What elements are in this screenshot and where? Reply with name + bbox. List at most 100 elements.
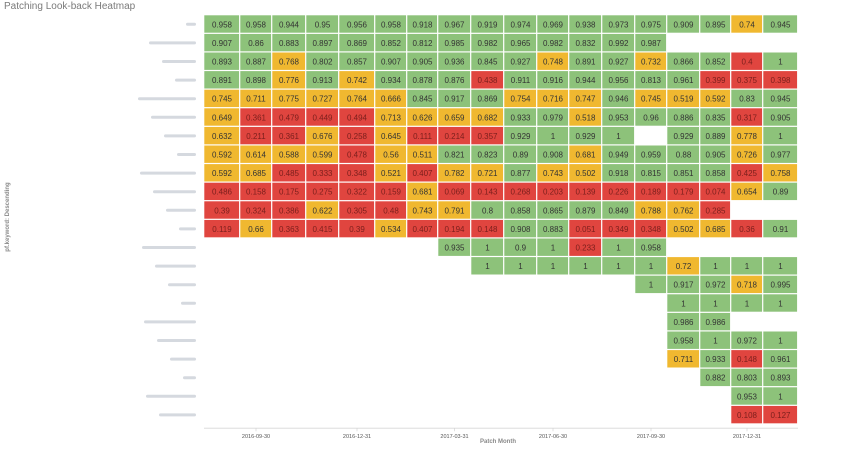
heatmap-cell[interactable] (470, 182, 504, 201)
heatmap-cell[interactable] (536, 33, 569, 52)
heatmap-cell[interactable] (634, 33, 667, 52)
heatmap-cell[interactable] (374, 51, 407, 71)
heatmap-cell[interactable] (271, 70, 306, 90)
heatmap-cell[interactable] (503, 200, 537, 220)
heatmap-cell[interactable] (634, 275, 667, 294)
heatmap-cell[interactable] (730, 219, 763, 238)
heatmap-cell[interactable] (503, 256, 537, 276)
heatmap-cell[interactable] (762, 275, 798, 294)
heatmap-cell[interactable] (536, 14, 569, 34)
heatmap-cell[interactable] (338, 89, 375, 108)
heatmap-cell[interactable] (239, 70, 272, 90)
heatmap-cell[interactable] (503, 89, 537, 108)
heatmap-cell[interactable] (305, 126, 339, 145)
heatmap-cell[interactable] (730, 163, 763, 183)
heatmap-cell[interactable] (699, 182, 731, 201)
heatmap-cell[interactable] (699, 330, 731, 350)
heatmap-cell[interactable] (536, 51, 569, 71)
heatmap-cell[interactable] (271, 107, 306, 127)
heatmap-cell[interactable] (699, 126, 731, 145)
heatmap-cell[interactable] (271, 14, 306, 34)
heatmap-cell[interactable] (271, 182, 306, 201)
heatmap-cell[interactable] (470, 126, 504, 145)
heatmap-cell[interactable] (699, 293, 731, 313)
heatmap-cell[interactable] (666, 200, 700, 220)
heatmap-cell[interactable] (437, 70, 471, 90)
heatmap-cell[interactable] (568, 200, 602, 220)
heatmap-cell[interactable] (730, 89, 763, 108)
heatmap-cell[interactable] (338, 107, 375, 127)
heatmap-cell[interactable] (601, 89, 635, 108)
heatmap-cell[interactable] (666, 256, 700, 276)
heatmap-cell[interactable] (338, 219, 375, 238)
heatmap-cell[interactable] (503, 51, 537, 71)
heatmap-cell[interactable] (503, 14, 537, 34)
heatmap-cell[interactable] (338, 33, 375, 52)
heatmap-cell[interactable] (271, 219, 306, 238)
heatmap-cell[interactable] (305, 163, 339, 183)
heatmap-cell[interactable] (437, 144, 471, 164)
heatmap-cell[interactable] (203, 51, 240, 71)
heatmap-cell[interactable] (338, 163, 375, 183)
heatmap-cell[interactable] (203, 200, 240, 220)
heatmap-cell[interactable] (406, 163, 438, 183)
heatmap-cell[interactable] (503, 126, 537, 145)
heatmap-cell[interactable] (536, 107, 569, 127)
heatmap-cell[interactable] (634, 89, 667, 108)
heatmap-cell[interactable] (699, 144, 731, 164)
heatmap-cell[interactable] (437, 200, 471, 220)
heatmap-cell[interactable] (568, 256, 602, 276)
heatmap-cell[interactable] (305, 70, 339, 90)
heatmap-cell[interactable] (305, 14, 339, 34)
heatmap-cell[interactable] (406, 51, 438, 71)
heatmap-cell[interactable] (470, 33, 504, 52)
heatmap-cell[interactable] (762, 219, 798, 238)
heatmap-cell[interactable] (762, 51, 798, 71)
heatmap-cell[interactable] (536, 144, 569, 164)
heatmap-cell[interactable] (699, 89, 731, 108)
heatmap-cell[interactable] (503, 237, 537, 257)
heatmap-cell[interactable] (437, 89, 471, 108)
heatmap-cell[interactable] (730, 51, 763, 71)
heatmap-cell[interactable] (239, 33, 272, 52)
heatmap-cell[interactable] (634, 200, 667, 220)
heatmap-cell[interactable] (730, 182, 763, 201)
heatmap-cell[interactable] (601, 70, 635, 90)
heatmap-cell[interactable] (536, 219, 569, 238)
heatmap-cell[interactable] (503, 33, 537, 52)
heatmap-cell[interactable] (666, 89, 700, 108)
heatmap-cell[interactable] (666, 275, 700, 294)
heatmap-cell[interactable] (305, 144, 339, 164)
heatmap-cell[interactable] (666, 14, 700, 34)
heatmap-cell[interactable] (406, 219, 438, 238)
heatmap-cell[interactable] (601, 144, 635, 164)
heatmap-cell[interactable] (730, 144, 763, 164)
heatmap-cell[interactable] (730, 14, 763, 34)
heatmap-cell[interactable] (239, 89, 272, 108)
heatmap-cell[interactable] (470, 256, 504, 276)
heatmap-cell[interactable] (437, 51, 471, 71)
heatmap-cell[interactable] (470, 89, 504, 108)
heatmap-cell[interactable] (203, 163, 240, 183)
heatmap-cell[interactable] (601, 237, 635, 257)
heatmap-cell[interactable] (536, 70, 569, 90)
heatmap-cell[interactable] (374, 182, 407, 201)
heatmap-cell[interactable] (203, 107, 240, 127)
heatmap-cell[interactable] (762, 14, 798, 34)
heatmap-cell[interactable] (437, 126, 471, 145)
heatmap-cell[interactable] (666, 51, 700, 71)
heatmap-cell[interactable] (699, 368, 731, 387)
heatmap-cell[interactable] (699, 200, 731, 220)
heatmap-cell[interactable] (634, 182, 667, 201)
heatmap-cell[interactable] (634, 219, 667, 238)
heatmap-cell[interactable] (762, 349, 798, 369)
heatmap-cell[interactable] (568, 107, 602, 127)
heatmap-cell[interactable] (699, 163, 731, 183)
heatmap-cell[interactable] (239, 163, 272, 183)
heatmap-cell[interactable] (762, 386, 798, 406)
heatmap-cell[interactable] (503, 219, 537, 238)
heatmap-cell[interactable] (730, 349, 763, 369)
heatmap-cell[interactable] (305, 182, 339, 201)
heatmap-cell[interactable] (437, 14, 471, 34)
heatmap-cell[interactable] (730, 386, 763, 406)
